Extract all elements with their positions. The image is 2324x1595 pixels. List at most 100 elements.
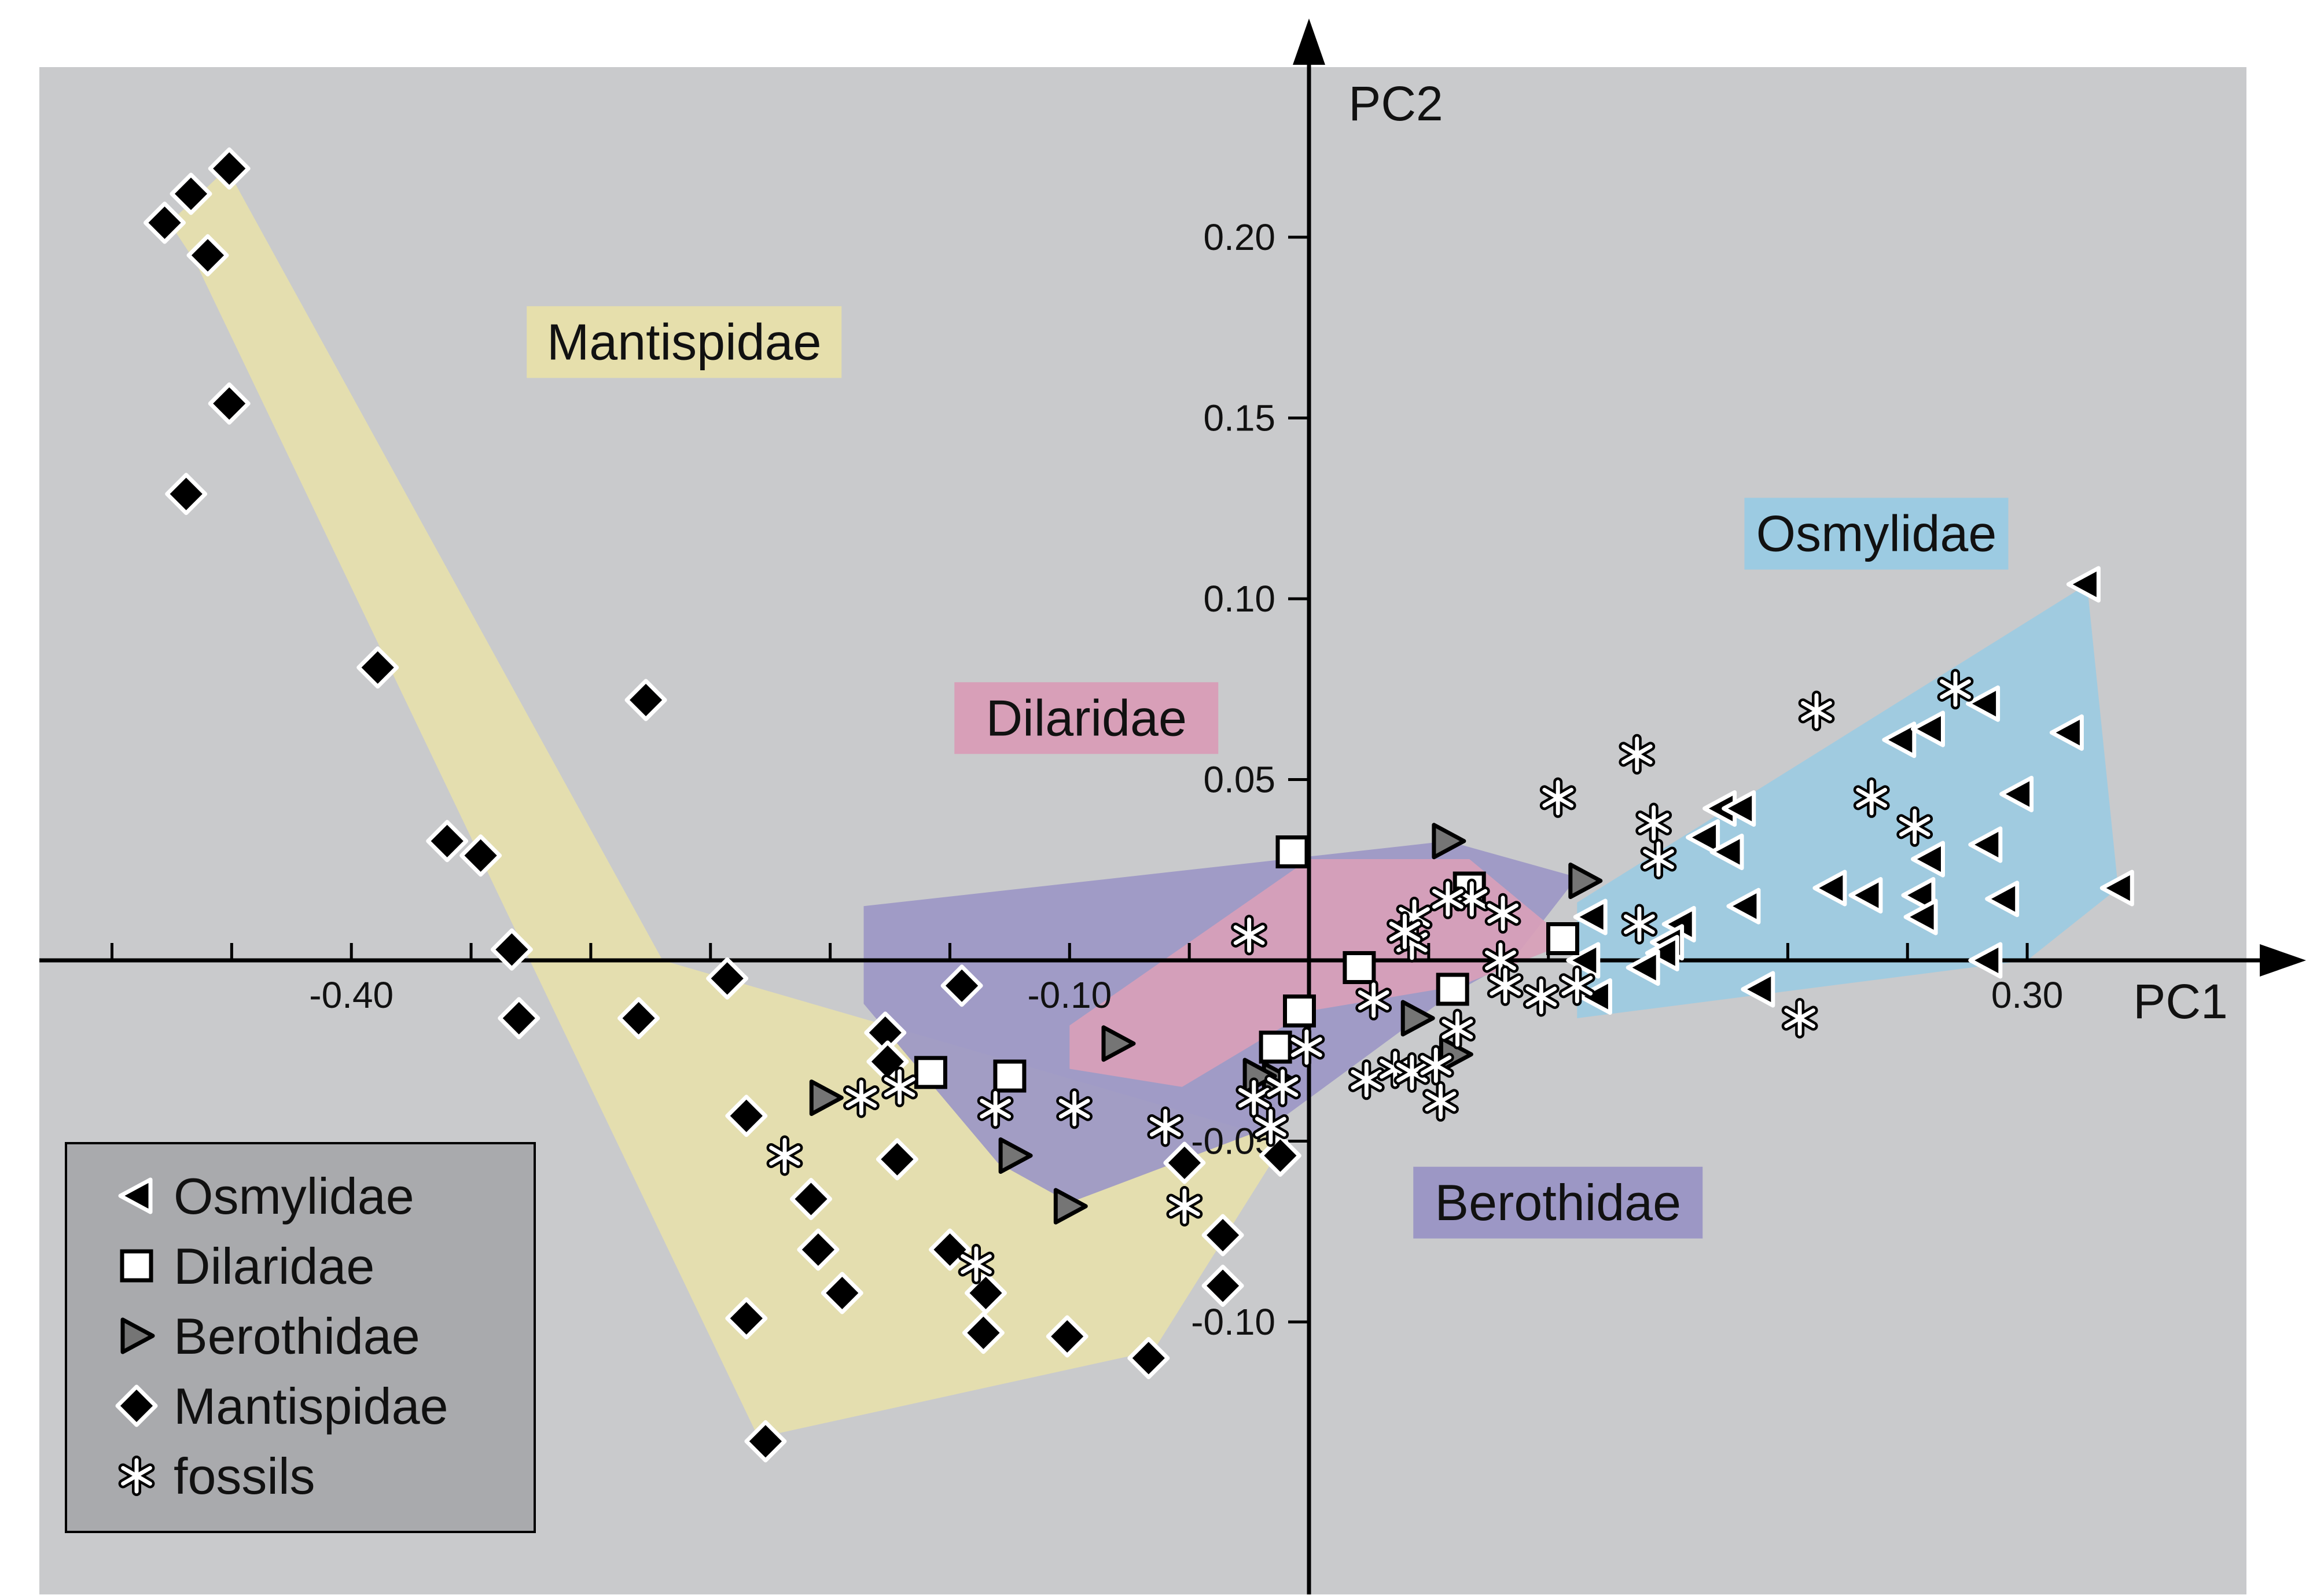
hull-label-text: Berothidae (1435, 1174, 1681, 1231)
point-mantispidae (1201, 1265, 1244, 1307)
point-osmylidae (1911, 841, 1945, 878)
point-berothidae (998, 1137, 1033, 1174)
point-mantispidae (490, 928, 533, 971)
points-layer (144, 147, 2134, 1463)
legend-label: Berothidae (174, 1307, 420, 1365)
point-fossils (1539, 777, 1576, 818)
point-berothidae (1568, 863, 1603, 899)
point-fossils (1621, 904, 1658, 945)
point-fossils (1482, 940, 1519, 981)
hull-label-text: Mantispidae (547, 313, 822, 370)
point-osmylidae (2099, 870, 2134, 907)
point-mantispidae (790, 1178, 832, 1220)
point-osmylidae (1882, 721, 1917, 758)
hull-label-box (1744, 498, 2009, 570)
legend: Osmylidae Dilaridae Berothidae Mantispidae f… (65, 1142, 536, 1533)
point-mantispidae (1201, 1214, 1244, 1257)
point-mantispidae (356, 646, 399, 689)
point-mantispidae (876, 1138, 918, 1181)
legend-marker-fossils (118, 1456, 155, 1496)
point-mantispidae (1046, 1315, 1089, 1358)
legend-label: Dilaridae (174, 1237, 374, 1295)
point-mantispidae (725, 1095, 768, 1137)
point-dilaridae (1275, 835, 1309, 868)
point-osmylidae (1726, 887, 1761, 924)
point-mantispidae (962, 1312, 1005, 1354)
hull-label-text: Osmylidae (1756, 505, 1997, 562)
axes-layer: -0.40 -0.10 0.300.200.150.100.05-0.05-0.10… (39, 19, 2306, 1594)
point-fossils (977, 1088, 1014, 1129)
point-berothidae (1053, 1188, 1088, 1225)
legend-marker-dilaridae (120, 1249, 153, 1283)
point-berothidae (1432, 823, 1466, 860)
point-osmylidae (1999, 776, 2034, 812)
series-mantispidae (144, 147, 1301, 1463)
point-fossils (1387, 911, 1423, 952)
point-fossils (1484, 893, 1521, 934)
point-dilaridae (1436, 973, 1469, 1006)
point-fossils (1288, 1027, 1325, 1067)
point-mantispidae (940, 964, 983, 1007)
point-mantispidae (821, 1272, 863, 1314)
point-mantispidae (170, 172, 212, 215)
point-mantispidae (186, 234, 229, 277)
point-mantispidae (208, 382, 251, 425)
point-osmylidae (1848, 877, 1883, 913)
hull-label-osmylidae: Osmylidae (1744, 498, 2009, 570)
point-osmylidae (1968, 942, 2003, 979)
legend-marker-osmylidae (118, 1177, 153, 1214)
point-fossils (1417, 1045, 1454, 1086)
point-mantispidae (1127, 1337, 1170, 1379)
hull-label-mantispidae: Mantispidae (527, 306, 842, 378)
point-dilaridae (993, 1059, 1027, 1093)
legend-label: Osmylidae (174, 1167, 414, 1225)
point-mantispidae (744, 1420, 787, 1463)
point-osmylidae (1966, 685, 2001, 722)
point-mantispidae (208, 147, 251, 190)
point-osmylidae (1577, 978, 1612, 1015)
legend-marker-mantispidae (115, 1384, 158, 1427)
legend-label: fossils (174, 1447, 315, 1505)
point-dilaridae (1283, 994, 1316, 1027)
hull-label-dilaridae: Dilaridae (954, 682, 1219, 754)
hull-label-layer: Mantispidae Berothidae Dilaridae Osmylidae (527, 306, 2009, 1239)
x-tick-label: -0.10 (1027, 974, 1112, 1016)
point-fossils (881, 1066, 918, 1107)
point-fossils (1523, 976, 1560, 1017)
point-fossils (1348, 1059, 1385, 1100)
point-osmylidae (2066, 566, 2101, 603)
point-fossils (1235, 1077, 1273, 1118)
point-fossils (1166, 1186, 1203, 1226)
point-osmylidae (1686, 819, 1720, 856)
y-tick-label: 0.05 (1203, 759, 1275, 801)
y-axis-title: PC2 (1348, 76, 1443, 131)
hull-label-box (1413, 1166, 1703, 1239)
point-mantispidae (797, 1228, 840, 1271)
point-mantispidae (725, 1297, 768, 1340)
legend-marker-berothidae (120, 1317, 155, 1354)
point-fossils (1393, 1052, 1431, 1093)
y-tick-label: -0.10 (1191, 1301, 1275, 1343)
point-fossils (1231, 915, 1267, 956)
point-fossils (1429, 878, 1466, 919)
hull-label-box (527, 306, 842, 378)
x-tick-label: -0.40 (309, 974, 394, 1016)
series-dilaridae (914, 835, 1579, 1093)
y-tick-label: 0.15 (1203, 397, 1275, 439)
point-dilaridae (1546, 922, 1579, 955)
hull-label-box (954, 682, 1219, 754)
point-mantispidae (624, 679, 667, 721)
legend-label: Mantispidae (174, 1377, 448, 1435)
point-osmylidae (1985, 881, 2020, 918)
point-fossils (1422, 1081, 1459, 1122)
series-osmylidae (1566, 566, 2134, 1015)
x-axis-title: PC1 (2133, 974, 2227, 1029)
series-fossils (766, 669, 1974, 1284)
point-fossils (1056, 1088, 1093, 1129)
x-axis-arrow (2260, 944, 2306, 977)
point-osmylidae (1722, 790, 1756, 827)
point-mantispidae (459, 834, 502, 877)
point-mantispidae (617, 997, 660, 1040)
point-fossils (766, 1135, 803, 1176)
